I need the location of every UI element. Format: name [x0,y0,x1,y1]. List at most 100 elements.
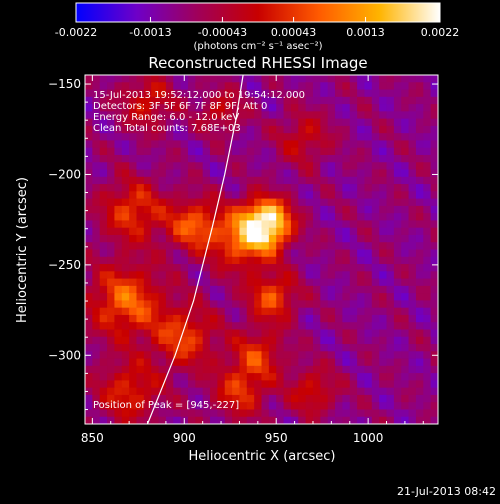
heatmap-cell [393,176,402,185]
heatmap-cell [335,82,343,90]
heatmap-cell [224,176,233,185]
heatmap-cell [401,118,409,127]
heatmap-cell [224,322,233,330]
heatmap-cell [290,147,299,156]
annotation-detectors: Detectors: 3F 5F 6F 7F 8F 9F, Att 0 [93,101,267,112]
heatmap-cell [423,402,432,410]
heatmap-cell [371,402,380,410]
heatmap-cell [408,285,417,294]
heatmap-cell [335,169,343,178]
heatmap-cell [180,220,189,229]
heatmap-cell [143,198,152,207]
heatmap-cell [129,394,137,403]
heatmap-cell [349,242,358,250]
heatmap-cell [386,409,395,418]
heatmap-cell [180,133,189,141]
heatmap-cell [202,402,211,410]
heatmap-cell [393,82,402,90]
heatmap-cell [114,89,123,98]
heatmap-cell [165,387,174,396]
heatmap-cell [371,256,380,265]
heatmap-cell [379,227,387,236]
heatmap-cell [342,147,351,156]
heatmap-cell [327,344,336,352]
heatmap-cell [165,75,174,83]
heatmap-cell [114,125,123,134]
heatmap-cell [423,176,432,185]
heatmap-cell [195,285,204,294]
heatmap-cell [143,278,152,287]
heatmap-cell [268,82,277,90]
heatmap-cell [423,184,432,192]
heatmap-cell [232,249,240,258]
heatmap-cell [371,96,380,105]
heatmap-cell [408,351,417,359]
heatmap-cell [85,75,93,83]
heatmap-cell [335,147,343,156]
heatmap-cell [371,191,380,199]
heatmap-cell [430,256,438,265]
heatmap-cell [386,82,395,90]
heatmap-cell [305,198,314,207]
heatmap-cell [342,154,351,163]
heatmap-cell [364,307,373,316]
heatmap-cell [121,242,130,250]
heatmap-cell [408,387,417,396]
heatmap-cell [254,111,262,120]
heatmap-cell [357,285,365,294]
heatmap-cell [173,358,181,367]
heatmap-cell [401,373,409,381]
heatmap-cell [276,402,284,410]
heatmap-cell [320,307,329,316]
x-tick-label: 950 [265,431,288,445]
heatmap-cell [107,242,115,250]
heatmap-cell [246,256,255,265]
heatmap-cell [232,125,240,134]
heatmap-cell [290,89,299,98]
heatmap-cell [386,285,395,294]
heatmap-cell [364,336,373,345]
heatmap-cell [415,213,424,221]
heatmap-cell [129,205,137,214]
heatmap-cell [320,402,329,410]
heatmap-cell [349,111,358,120]
heatmap-cell [136,314,145,323]
heatmap-cell [320,96,329,105]
heatmap-cell [143,416,152,424]
heatmap-cell [195,154,204,163]
heatmap-cell [379,336,387,345]
heatmap-cell [283,358,292,367]
heatmap-cell [99,75,108,83]
heatmap-cell [276,336,284,345]
heatmap-cell [210,234,218,243]
heatmap-cell [393,154,402,163]
heatmap-cell [393,373,402,381]
heatmap-cell [165,402,174,410]
heatmap-cell [136,234,145,243]
heatmap-cell [298,220,307,229]
heatmap-cell [342,351,351,359]
heatmap-cell [224,89,233,98]
heatmap-cell [217,322,226,330]
heatmap-cell [217,169,226,178]
heatmap-cell [393,329,402,338]
heatmap-cell [195,96,204,105]
heatmap-cell [327,89,336,98]
heatmap-cell [246,336,255,345]
heatmap-cell [357,147,365,156]
heatmap-cell [173,162,181,170]
heatmap-cell [246,293,255,301]
heatmap-image [85,75,438,424]
heatmap-cell [320,249,329,258]
heatmap-cell [165,234,174,243]
heatmap-cell [107,402,115,410]
heatmap-cell [85,300,93,309]
heatmap-cell [114,380,123,389]
heatmap-cell [290,104,299,112]
heatmap-cell [349,198,358,207]
heatmap-cell [239,213,248,221]
heatmap-cell [187,89,196,98]
heatmap-cell [305,256,314,265]
heatmap-cell [364,133,373,141]
heatmap-cell [401,140,409,149]
